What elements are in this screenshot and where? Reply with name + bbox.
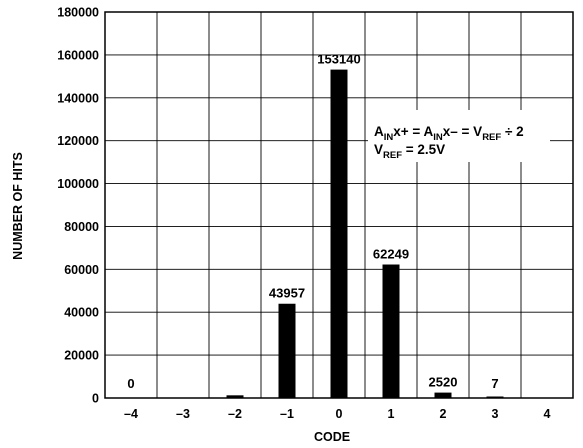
plot-frame (104, 11, 574, 399)
data-label: 7 (491, 376, 498, 391)
bars (226, 69, 504, 398)
x-axis-title: CODE (314, 430, 350, 444)
x-tick-label: 3 (492, 407, 499, 421)
bar (226, 395, 244, 398)
bar (434, 392, 452, 398)
bar (278, 303, 296, 398)
y-tick-label: 40000 (64, 306, 99, 320)
x-tick-label: –1 (280, 407, 294, 421)
y-axis-title: NUMBER OF HITS (11, 152, 25, 260)
x-tick-label: 2 (440, 407, 447, 421)
y-tick-label: 120000 (57, 134, 99, 148)
data-labels: 0 43957 153140 62249 2520 7 (127, 52, 498, 391)
y-tick-labels: 0 20000 40000 60000 80000 100000 120000 140000 1… (57, 6, 99, 406)
bar (330, 69, 348, 398)
data-label: 153140 (317, 52, 360, 67)
data-label: 0 (127, 376, 134, 391)
y-tick-label: 160000 (57, 48, 99, 62)
y-tick-label: 140000 (57, 91, 99, 105)
annotation-box: AINx+ = AINx– = VREF ÷ 2 VREF = 2.5V (368, 110, 550, 162)
x-tick-label: 4 (544, 407, 551, 421)
annotation-line-1: AINx+ = AINx– = VREF ÷ 2 (374, 124, 524, 143)
data-label: 62249 (373, 247, 409, 262)
x-tick-label: –2 (228, 407, 242, 421)
data-label: 43957 (269, 286, 305, 301)
data-label: 2520 (429, 375, 458, 390)
x-tick-label: –4 (124, 407, 138, 421)
y-tick-label: 100000 (57, 177, 99, 191)
x-tick-label: 1 (388, 407, 395, 421)
x-tick-label: –3 (176, 407, 190, 421)
bar (382, 264, 400, 398)
y-tick-label: 180000 (57, 6, 99, 20)
y-tick-label: 0 (92, 392, 99, 406)
annotation-background (368, 110, 550, 162)
x-tick-labels: –4 –3 –2 –1 0 1 2 3 4 (124, 407, 550, 421)
x-tick-label: 0 (336, 407, 343, 421)
y-tick-label: 20000 (64, 349, 99, 363)
y-tick-label: 60000 (64, 263, 99, 277)
annotation-line-2: VREF = 2.5V (374, 142, 445, 161)
y-tick-label: 80000 (64, 220, 99, 234)
